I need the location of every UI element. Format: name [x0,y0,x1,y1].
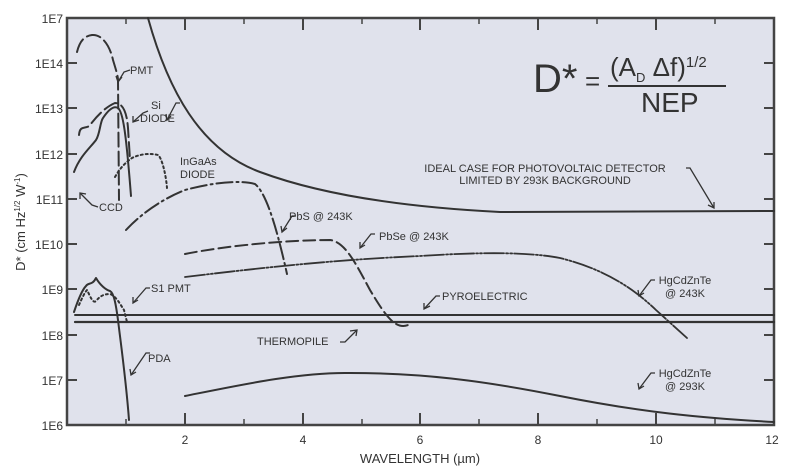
y-label-1e9: 1E9 [42,283,64,297]
label-si: Si [151,100,161,112]
y-axis-title: D* (cm Hz1/2 W-1) [13,173,28,271]
curve-si-diode [78,102,131,161]
x-label-8: 8 [535,433,542,447]
x-label-4: 4 [300,433,307,447]
y-label-1e6: 1E6 [42,419,64,433]
label-hgcdznte-293b: @ 293K [665,381,706,393]
curve-ideal-pv [147,17,775,213]
curve-ccd [73,106,132,197]
y-label-1e11: 1E11 [36,193,63,207]
label-ingaas: InGaAs [180,156,217,168]
label-hgcdznte-243a: HgCdZnTe [659,275,712,287]
y-ticks [67,62,774,381]
curve-pda [73,277,130,421]
formula-equals: = [585,66,600,96]
formula-numerator: (AD Δf)1/2 [610,52,707,85]
y-label-1e10: 1E10 [35,238,63,252]
curve-pbs [184,239,409,327]
x-ticks [125,18,716,425]
formula: D* = (AD Δf)1/2 NEP [533,52,726,118]
label-ccd: CCD [99,202,123,214]
x-label-12: 12 [765,433,779,447]
label-si-diode: DIODE [140,113,175,125]
y-label-1e13: 1E13 [35,102,63,116]
label-hgcdznte-243b: @ 243K [665,288,706,300]
label-thermopile: THERMOPILE [257,336,329,348]
curve-pbse-hgcdznte243 [184,252,688,339]
label-hgcdznte-293a: HgCdZnTe [659,368,712,380]
label-pyroelectric: PYROELECTRIC [442,291,528,303]
x-label-2: 2 [182,433,189,447]
y-label-1e8: 1E8 [42,329,64,343]
curves [73,17,776,423]
y-label-1e14: 1E14 [35,57,63,71]
formula-lhs: D* [533,57,577,101]
curve-pmt [76,33,120,201]
annotation-labels: PMT Si DIODE InGaAs DIODE CCD IDEAL CASE… [99,65,711,393]
label-pbse: PbSe @ 243K [379,231,450,243]
x-label-6: 6 [417,433,424,447]
curve-ext-ingaas [125,181,288,275]
y-label-1e12: 1E12 [35,148,63,162]
x-label-10: 10 [649,433,663,447]
curve-ingaas [114,153,168,189]
formula-denominator: NEP [641,87,699,118]
x-tick-labels: 2 4 6 8 10 12 [182,433,779,447]
label-pbs: PbS @ 243K [289,211,353,223]
label-ideal-2: LIMITED BY 293K BACKGROUND [459,175,631,187]
curve-hgcdznte293 [184,371,775,423]
y-label-top: 1E7 [42,12,64,26]
label-pda: PDA [148,353,171,365]
curve-s1pmt [78,289,128,323]
label-pmt: PMT [130,65,154,77]
x-axis-title: WAVELENGTH (µm) [360,451,480,466]
y-tick-labels: 1E6 1E7 1E8 1E9 1E10 1E11 1E12 1E13 1E14… [35,12,63,433]
annotation-arrows [79,69,715,391]
y-label-1e7: 1E7 [42,374,64,388]
label-ideal-1: IDEAL CASE FOR PHOTOVOLTAIC DETECTOR [424,163,665,175]
label-s1pmt: S1 PMT [151,283,191,295]
label-ingaas-diode: DIODE [180,169,215,181]
